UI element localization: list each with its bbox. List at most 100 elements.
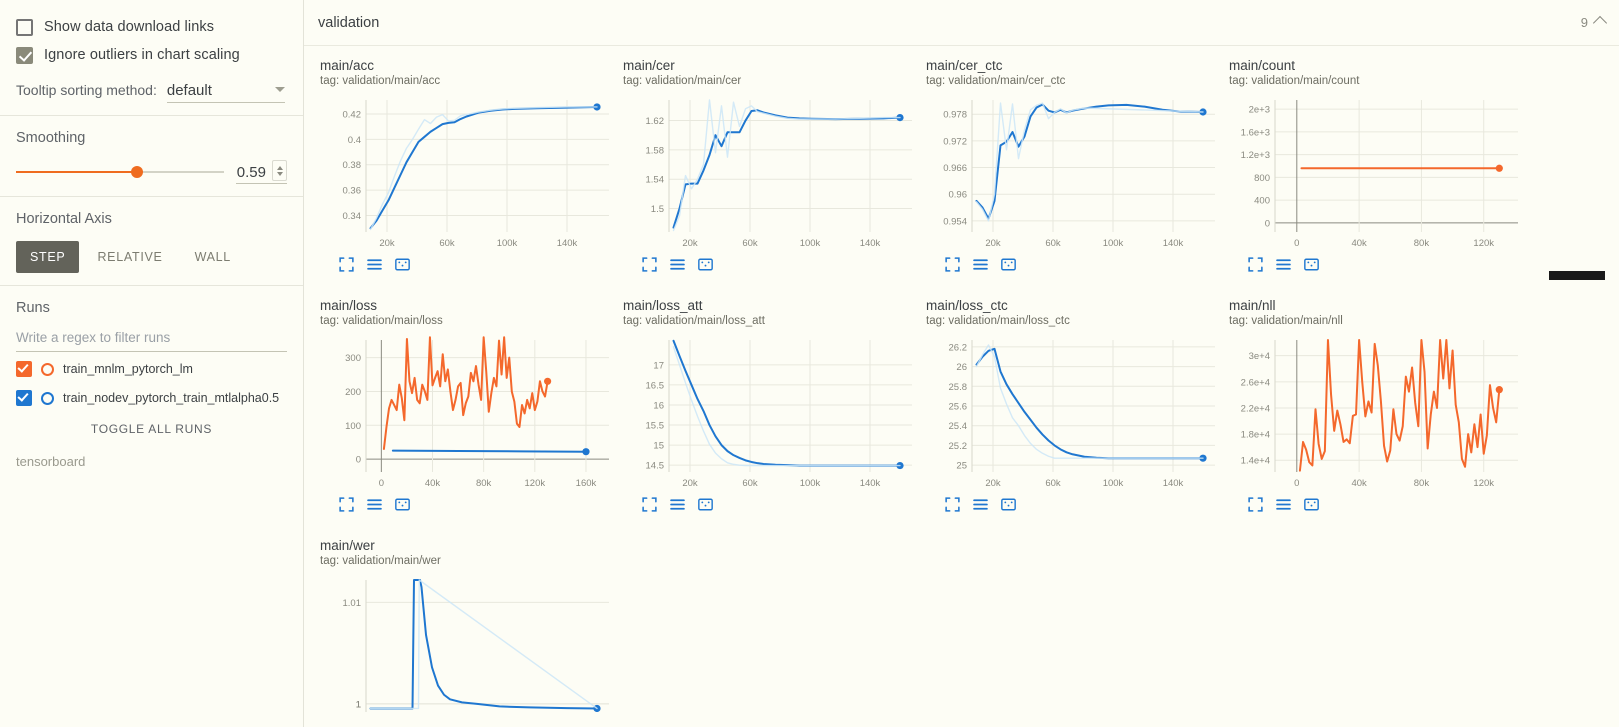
y-axis-tick-label: 15 bbox=[653, 441, 664, 452]
data-series-icon[interactable] bbox=[972, 256, 989, 273]
x-axis-tick-label: 140k bbox=[557, 238, 578, 249]
run-item-1[interactable]: train_nodev_pytorch_train_mtlalpha0.5 bbox=[16, 386, 287, 410]
y-axis-tick-label: 1 bbox=[356, 699, 361, 710]
expand-icon[interactable] bbox=[944, 496, 961, 513]
chart-plot[interactable]: 0 400 800 1.2e+3 1.6e+3 2e+3 0 40k 80k 120k bbox=[1229, 90, 1524, 258]
data-series-icon[interactable] bbox=[669, 256, 686, 273]
y-axis-tick-label: 25 bbox=[956, 461, 967, 472]
smoothing-slider[interactable] bbox=[16, 164, 224, 180]
smoothing-stepper[interactable] bbox=[272, 160, 287, 181]
chart-plot[interactable]: 0.34 0.36 0.38 0.4 0.42 20k 60k 100k 140k bbox=[320, 90, 615, 258]
fit-domain-icon[interactable] bbox=[697, 496, 714, 513]
y-axis-tick-label: 0 bbox=[1265, 218, 1270, 229]
data-series-icon[interactable] bbox=[366, 256, 383, 273]
chart-title: main/acc bbox=[320, 58, 375, 73]
chevron-up-icon[interactable] bbox=[1592, 15, 1608, 30]
data-series-icon[interactable] bbox=[669, 496, 686, 513]
run-checkbox-1[interactable] bbox=[16, 390, 32, 406]
y-axis-tick-label: 17 bbox=[653, 360, 664, 371]
series-line bbox=[975, 103, 1204, 220]
x-axis-tick-label: 140k bbox=[860, 478, 881, 489]
ignore-outliers-row[interactable]: Ignore outliers in chart scaling bbox=[16, 44, 287, 66]
runs-filter-input[interactable]: Write a regex to filter runs bbox=[16, 330, 287, 352]
chart-tag: tag: validation/main/loss_att bbox=[623, 315, 765, 327]
fit-domain-icon[interactable] bbox=[394, 496, 411, 513]
chart-toolbar bbox=[1229, 496, 1518, 513]
expand-icon[interactable] bbox=[1247, 256, 1264, 273]
fit-domain-icon[interactable] bbox=[697, 256, 714, 273]
data-series-icon[interactable] bbox=[972, 496, 989, 513]
chart-tag: tag: validation/main/loss_ctc bbox=[926, 315, 1070, 327]
tooltip-sorting-select[interactable]: default bbox=[166, 82, 285, 103]
slider-knob[interactable] bbox=[130, 166, 143, 178]
series-line-unsmoothed bbox=[672, 99, 901, 232]
expand-icon[interactable] bbox=[338, 256, 355, 273]
fit-domain-icon[interactable] bbox=[1000, 256, 1017, 273]
series-endpoint-marker bbox=[582, 448, 590, 456]
x-axis-tick-label: 80k bbox=[476, 478, 492, 489]
expand-icon[interactable] bbox=[641, 496, 658, 513]
y-axis-tick-label: 26.2 bbox=[949, 342, 968, 353]
toggle-all-runs-button[interactable]: TOGGLE ALL RUNS bbox=[90, 422, 213, 436]
y-axis-tick-label: 0.36 bbox=[343, 186, 362, 197]
stepper-up-icon[interactable] bbox=[276, 165, 283, 170]
axis-button-wall[interactable]: WALL bbox=[194, 250, 231, 264]
series-line-unsmoothed bbox=[975, 344, 1204, 459]
y-axis-tick-label: 16 bbox=[653, 400, 664, 411]
y-axis-tick-label: 26 bbox=[956, 362, 967, 373]
x-axis-tick-label: 160k bbox=[576, 478, 597, 489]
expand-icon[interactable] bbox=[338, 496, 355, 513]
chart-plot[interactable]: 1.4e+4 1.8e+4 2.2e+4 2.6e+4 3e+4 0 40k 80k 120k bbox=[1229, 330, 1524, 498]
series-line bbox=[382, 336, 549, 450]
y-axis-tick-label: 1.01 bbox=[343, 598, 362, 609]
horizontal-scrollbar-thumb[interactable] bbox=[1549, 271, 1605, 280]
expand-icon[interactable] bbox=[1247, 496, 1264, 513]
y-axis-tick-label: 2e+3 bbox=[1249, 105, 1270, 116]
y-axis-tick-label: 200 bbox=[345, 387, 361, 398]
chart-toolbar bbox=[623, 256, 912, 273]
chart-card: main/cer tag: validation/main/cer 1.5 1.54 1… bbox=[615, 52, 918, 292]
x-axis-tick-label: 140k bbox=[860, 238, 881, 249]
x-axis-tick-label: 20k bbox=[682, 238, 698, 249]
fit-domain-icon[interactable] bbox=[1303, 496, 1320, 513]
show-data-download-links-row[interactable]: Show data download links bbox=[16, 16, 287, 38]
chart-plot[interactable]: 25 25.2 25.4 25.6 25.8 26 26.2 20k 60k 100k 140k bbox=[926, 330, 1221, 498]
chart-plot[interactable]: 0 100 200 300 0 40k 80k 120k 160k bbox=[320, 330, 615, 498]
y-axis-tick-label: 1.6e+3 bbox=[1241, 127, 1270, 138]
run-item-0[interactable]: train_mnlm_pytorch_lm bbox=[16, 357, 287, 381]
series-endpoint-marker bbox=[1495, 164, 1503, 172]
expand-icon[interactable] bbox=[641, 256, 658, 273]
category-header[interactable]: validation 9 bbox=[304, 0, 1619, 46]
chart-card: main/loss tag: validation/main/loss 0 100 20… bbox=[312, 292, 615, 532]
chart-plot[interactable]: 0.954 0.96 0.966 0.972 0.978 20k 60k 100k 140k bbox=[926, 90, 1221, 258]
ignore-outliers-checkbox[interactable] bbox=[16, 46, 33, 64]
axis-button-relative[interactable]: RELATIVE bbox=[97, 250, 163, 264]
y-axis-tick-label: 0.954 bbox=[943, 216, 967, 227]
horizontal-axis-label: Horizontal Axis bbox=[16, 211, 112, 227]
expand-icon[interactable] bbox=[944, 256, 961, 273]
axis-button-step[interactable]: STEP bbox=[16, 241, 80, 273]
y-axis-tick-label: 1.2e+3 bbox=[1241, 150, 1270, 161]
category-title: validation bbox=[318, 14, 380, 31]
data-series-icon[interactable] bbox=[366, 496, 383, 513]
x-axis-tick-label: 40k bbox=[425, 478, 441, 489]
fit-domain-icon[interactable] bbox=[1303, 256, 1320, 273]
y-axis-tick-label: 1.58 bbox=[646, 145, 665, 156]
fit-domain-icon[interactable] bbox=[1000, 496, 1017, 513]
display-options-section: Show data download links Ignore outliers… bbox=[0, 0, 303, 116]
stepper-down-icon[interactable] bbox=[276, 171, 283, 176]
series-endpoint-marker bbox=[1495, 386, 1503, 394]
data-series-icon[interactable] bbox=[1275, 496, 1292, 513]
chart-plot[interactable]: 14.5 15 15.5 16 16.5 17 20k 60k 100k 140k bbox=[623, 330, 918, 498]
fit-domain-icon[interactable] bbox=[394, 256, 411, 273]
show-data-download-links-checkbox[interactable] bbox=[16, 18, 33, 36]
y-axis-tick-label: 2.2e+4 bbox=[1241, 403, 1270, 414]
data-series-icon[interactable] bbox=[1275, 256, 1292, 273]
smoothing-value-box[interactable]: 0.59 bbox=[236, 160, 287, 184]
chart-plot[interactable]: 1.5 1.54 1.58 1.62 20k 60k 100k 140k bbox=[623, 90, 918, 258]
settings-sidebar: Show data download links Ignore outliers… bbox=[0, 0, 304, 727]
run-checkbox-0[interactable] bbox=[16, 361, 32, 377]
chart-title: main/count bbox=[1229, 58, 1296, 73]
horizontal-axis-buttons: STEP RELATIVE WALL bbox=[16, 241, 287, 273]
